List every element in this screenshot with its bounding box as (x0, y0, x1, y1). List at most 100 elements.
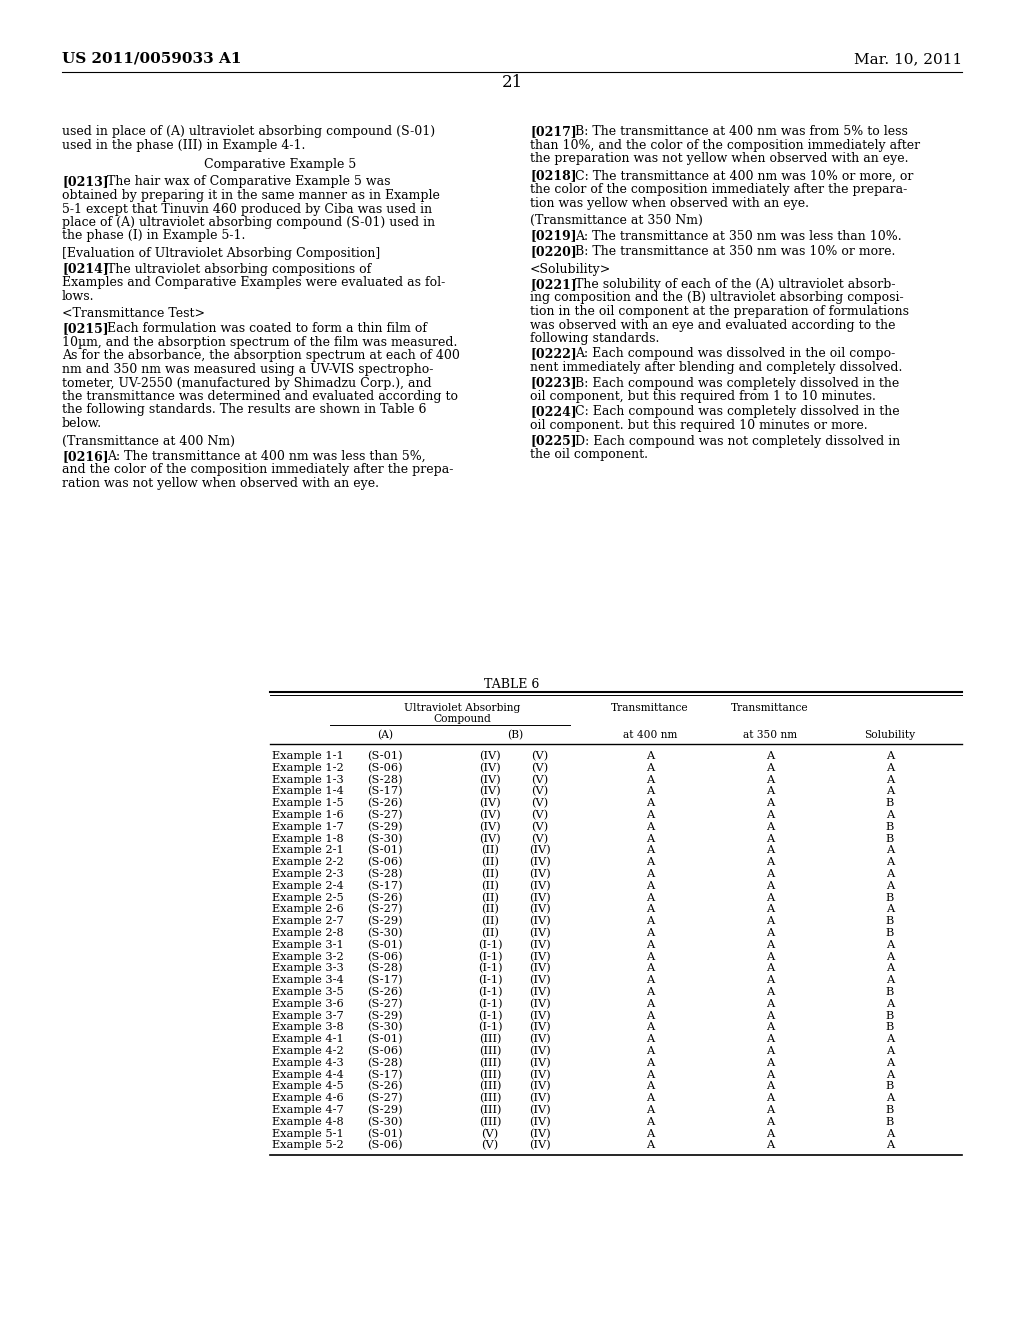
Text: B: The transmittance at 400 nm was from 5% to less: B: The transmittance at 400 nm was from … (575, 125, 908, 139)
Text: lows.: lows. (62, 289, 94, 302)
Text: (IV): (IV) (529, 1081, 551, 1092)
Text: (V): (V) (531, 834, 549, 843)
Text: Example 1-3: Example 1-3 (272, 775, 344, 784)
Text: (S-28): (S-28) (368, 964, 402, 974)
Text: Each formulation was coated to form a thin film of: Each formulation was coated to form a th… (106, 322, 427, 335)
Text: A: A (646, 787, 654, 796)
Text: tion in the oil component at the preparation of formulations: tion in the oil component at the prepara… (530, 305, 909, 318)
Text: A: A (766, 822, 774, 832)
Text: A: A (766, 880, 774, 891)
Text: at 400 nm: at 400 nm (623, 730, 677, 741)
Text: at 350 nm: at 350 nm (743, 730, 797, 741)
Text: (II): (II) (481, 869, 499, 879)
Text: (IV): (IV) (529, 892, 551, 903)
Text: (S-26): (S-26) (368, 892, 402, 903)
Text: (B): (B) (507, 730, 523, 741)
Text: (III): (III) (479, 1093, 502, 1104)
Text: [Evaluation of Ultraviolet Absorbing Composition]: [Evaluation of Ultraviolet Absorbing Com… (62, 247, 380, 260)
Text: Example 2-3: Example 2-3 (272, 869, 344, 879)
Text: (S-28): (S-28) (368, 775, 402, 785)
Text: A: A (766, 1023, 774, 1032)
Text: A: A (886, 1069, 894, 1080)
Text: (Transmittance at 350 Nm): (Transmittance at 350 Nm) (530, 214, 702, 227)
Text: Example 4-7: Example 4-7 (272, 1105, 344, 1115)
Text: The ultraviolet absorbing compositions of: The ultraviolet absorbing compositions o… (106, 263, 372, 276)
Text: B: B (886, 928, 894, 939)
Text: (S-17): (S-17) (368, 1069, 402, 1080)
Text: A: A (646, 845, 654, 855)
Text: A: A (766, 1045, 774, 1056)
Text: (S-01): (S-01) (368, 940, 402, 950)
Text: Example 2-2: Example 2-2 (272, 857, 344, 867)
Text: B: B (886, 822, 894, 832)
Text: (S-30): (S-30) (368, 834, 402, 843)
Text: Example 1-2: Example 1-2 (272, 763, 344, 772)
Text: B: The transmittance at 350 nm was 10% or more.: B: The transmittance at 350 nm was 10% o… (575, 246, 895, 257)
Text: (IV): (IV) (529, 916, 551, 927)
Text: (S-29): (S-29) (368, 1105, 402, 1115)
Text: B: B (886, 1117, 894, 1127)
Text: (S-30): (S-30) (368, 1023, 402, 1032)
Text: nent immediately after blending and completely dissolved.: nent immediately after blending and comp… (530, 360, 902, 374)
Text: A: A (766, 775, 774, 784)
Text: tometer, UV-2550 (manufactured by Shimadzu Corp.), and: tometer, UV-2550 (manufactured by Shimad… (62, 376, 432, 389)
Text: A: A (766, 763, 774, 772)
Text: ing composition and the (B) ultraviolet absorbing composi-: ing composition and the (B) ultraviolet … (530, 292, 903, 305)
Text: [0217]: [0217] (530, 125, 577, 139)
Text: (IV): (IV) (529, 1011, 551, 1020)
Text: A: A (886, 1034, 894, 1044)
Text: (V): (V) (531, 775, 549, 785)
Text: the preparation was not yellow when observed with an eye.: the preparation was not yellow when obse… (530, 152, 908, 165)
Text: [0215]: [0215] (62, 322, 109, 335)
Text: A: A (646, 1093, 654, 1104)
Text: (II): (II) (481, 845, 499, 855)
Text: A: A (766, 975, 774, 985)
Text: B: B (886, 799, 894, 808)
Text: A: A (646, 964, 654, 973)
Text: A: A (766, 834, 774, 843)
Text: [0213]: [0213] (62, 176, 109, 189)
Text: (II): (II) (481, 880, 499, 891)
Text: nm and 350 nm was measured using a UV-VIS spectropho-: nm and 350 nm was measured using a UV-VI… (62, 363, 433, 376)
Text: B: B (886, 1023, 894, 1032)
Text: Example 2-8: Example 2-8 (272, 928, 344, 939)
Text: A: A (646, 1011, 654, 1020)
Text: Ultraviolet Absorbing: Ultraviolet Absorbing (404, 704, 520, 713)
Text: (IV): (IV) (529, 857, 551, 867)
Text: (S-17): (S-17) (368, 880, 402, 891)
Text: (S-29): (S-29) (368, 1011, 402, 1020)
Text: A: A (886, 810, 894, 820)
Text: A: A (646, 928, 654, 939)
Text: Example 2-5: Example 2-5 (272, 892, 344, 903)
Text: B: B (886, 1081, 894, 1092)
Text: Example 4-5: Example 4-5 (272, 1081, 344, 1092)
Text: A: A (766, 857, 774, 867)
Text: A: A (646, 1105, 654, 1115)
Text: used in the phase (III) in Example 4-1.: used in the phase (III) in Example 4-1. (62, 139, 305, 152)
Text: Solubility: Solubility (864, 730, 915, 741)
Text: A: A (886, 775, 894, 784)
Text: (IV): (IV) (479, 822, 501, 832)
Text: (S-06): (S-06) (368, 1140, 402, 1151)
Text: A: A (766, 1105, 774, 1115)
Text: A: A (766, 904, 774, 915)
Text: Example 4-2: Example 4-2 (272, 1045, 344, 1056)
Text: [0219]: [0219] (530, 230, 577, 243)
Text: [0223]: [0223] (530, 376, 577, 389)
Text: A: A (646, 1069, 654, 1080)
Text: A: A (766, 1129, 774, 1139)
Text: (S-01): (S-01) (368, 1129, 402, 1139)
Text: A: A (886, 1129, 894, 1139)
Text: A: A (766, 751, 774, 762)
Text: A: A (766, 940, 774, 950)
Text: (S-26): (S-26) (368, 799, 402, 809)
Text: Example 3-2: Example 3-2 (272, 952, 344, 961)
Text: (IV): (IV) (529, 845, 551, 855)
Text: A: A (646, 1034, 654, 1044)
Text: Example 5-2: Example 5-2 (272, 1140, 344, 1151)
Text: A: A (886, 869, 894, 879)
Text: Mar. 10, 2011: Mar. 10, 2011 (854, 51, 962, 66)
Text: (IV): (IV) (529, 975, 551, 986)
Text: (II): (II) (481, 916, 499, 927)
Text: (IV): (IV) (529, 964, 551, 974)
